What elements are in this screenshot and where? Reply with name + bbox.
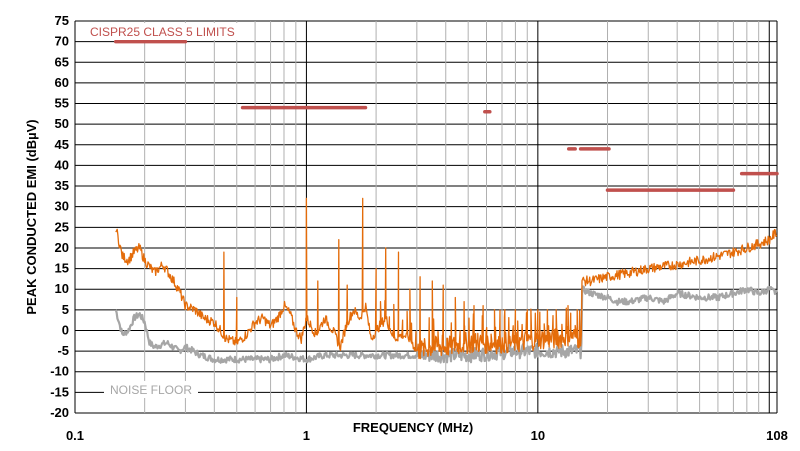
y-tick-label: 25 [55, 219, 69, 234]
y-tick-label: 10 [55, 281, 69, 296]
x-tick-label: 1 [303, 428, 310, 443]
emi-line [115, 197, 778, 360]
y-tick-label: 0 [62, 322, 69, 337]
x-tick-labels: 0.1 1 10 108 [66, 428, 788, 443]
y-tick-label: 15 [55, 261, 69, 276]
x-tick-label: 108 [766, 428, 788, 443]
x-axis-label: FREQUENCY (MHz) [353, 420, 473, 435]
y-tick-label: 40 [55, 157, 69, 172]
noise-annotation-bg [104, 381, 198, 398]
annotations: CISPR25 CLASS 5 LIMITS NOISE FLOOR [86, 23, 244, 398]
y-tick-label: 60 [55, 75, 69, 90]
y-tick-label: 30 [55, 199, 69, 214]
y-tick-label: 65 [55, 54, 69, 69]
y-tick-label: 20 [55, 240, 69, 255]
y-tick-label: -10 [50, 364, 69, 379]
x-tick-label: 10 [531, 428, 545, 443]
x-tick-label: 0.1 [66, 428, 84, 443]
y-tick-label: 50 [55, 116, 69, 131]
y-tick-label: -15 [50, 384, 69, 399]
y-axis-label: PEAK CONDUCTED EMI (dBµV) [24, 119, 39, 314]
emi-series [115, 197, 778, 360]
y-tick-label: 75 [55, 13, 69, 28]
y-tick-label: 35 [55, 178, 69, 193]
y-tick-labels: 757065605550454035302520151050-5-10-15-2… [50, 13, 69, 420]
y-tick-label: 70 [55, 34, 69, 49]
y-tick-label: 45 [55, 137, 69, 152]
limit-lines [114, 39, 779, 192]
y-tick-label: -20 [50, 405, 69, 420]
limits-annotation: CISPR25 CLASS 5 LIMITS [90, 25, 235, 39]
noise-floor-line [114, 285, 778, 364]
noise-floor-series [114, 285, 778, 364]
y-tick-label: 5 [62, 302, 69, 317]
y-tick-label: 55 [55, 96, 69, 111]
noise-annotation: NOISE FLOOR [110, 383, 192, 397]
limits-annotation-bg [86, 23, 244, 40]
y-tick-label: -5 [57, 343, 69, 358]
